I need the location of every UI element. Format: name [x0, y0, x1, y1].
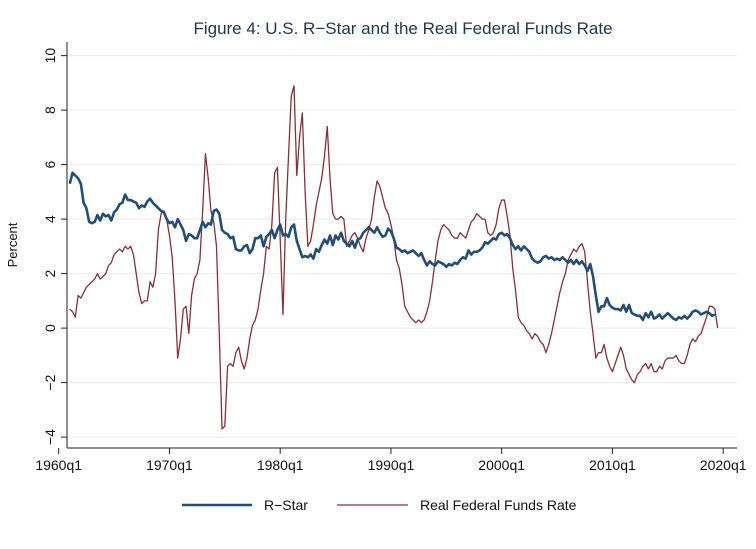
legend-rstar-label: R−Star — [264, 497, 308, 513]
x-tick-label: 2020q1 — [700, 457, 747, 473]
y-tick-label: 0 — [42, 324, 58, 332]
x-tick-label: 2010q1 — [589, 457, 636, 473]
series-group — [68, 84, 719, 430]
y-tick-label: 10 — [42, 48, 58, 64]
y-tick-label: 6 — [42, 161, 58, 169]
y-tick-label: 2 — [42, 270, 58, 278]
legend-real-fed-funds-label: Real Federal Funds Rate — [420, 497, 577, 513]
x-tick-label: 2000q1 — [478, 457, 525, 473]
legend: R−Star Real Federal Funds Rate — [182, 497, 577, 513]
y-tick-label: −4 — [42, 429, 58, 445]
x-tick-label: 1980q1 — [257, 457, 304, 473]
y-axis-label: Percent — [5, 222, 20, 267]
x-tick-label: 1990q1 — [368, 457, 415, 473]
x-tick-label: 1970q1 — [146, 457, 193, 473]
y-tick-label: 4 — [42, 215, 58, 223]
grid-lines — [67, 55, 737, 438]
x-tick-label: 1960q1 — [35, 457, 82, 473]
axes: −4 −2 0 2 4 6 8 10 1960q1 1970q1 1980q1 1990q1 2000q… — [35, 42, 747, 473]
chart-title: Figure 4: U.S. R−Star and the Real Feder… — [193, 19, 612, 38]
y-tick-label: −2 — [42, 374, 58, 390]
y-tick-label: 8 — [42, 106, 58, 114]
rstar-line — [68, 171, 716, 322]
